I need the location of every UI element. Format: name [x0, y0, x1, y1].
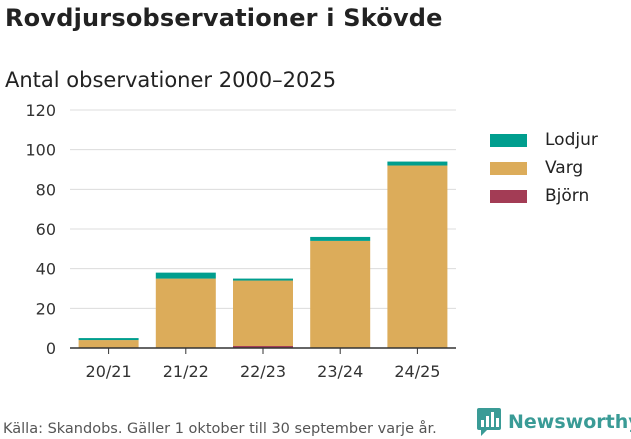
- legend-swatch-varg: [490, 161, 527, 175]
- y-tick-label: 20: [36, 299, 56, 318]
- bar-varg: [155, 278, 216, 348]
- newsworthy-logo: Newsworthy: [476, 407, 631, 437]
- y-tick-label: 80: [36, 180, 56, 199]
- chart-title: Rovdjursobservationer i Skövde: [5, 4, 443, 32]
- newsworthy-logo-text: Newsworthy: [508, 411, 631, 433]
- y-tick-label: 0: [46, 339, 56, 358]
- legend-item-varg: Varg: [490, 154, 598, 182]
- legend-label-lodjur: Lodjur: [545, 130, 598, 150]
- x-tick-label: 21/22: [163, 362, 209, 381]
- bar-lodjur: [387, 161, 448, 166]
- bar-lodjur: [155, 272, 216, 279]
- y-tick-label: 120: [25, 101, 56, 120]
- x-tick-label: 24/25: [394, 362, 440, 381]
- y-tick-label: 40: [36, 260, 56, 279]
- legend-label-bjorn: Björn: [545, 186, 590, 206]
- x-tick-label: 23/24: [317, 362, 363, 381]
- bar-lodjur: [78, 338, 139, 341]
- bar-varg: [387, 165, 448, 348]
- bar-varg: [310, 240, 371, 348]
- bar-lodjur: [233, 278, 293, 281]
- legend: Lodjur Varg Björn: [490, 126, 598, 210]
- x-tick-label: 20/21: [86, 362, 132, 381]
- legend-label-varg: Varg: [545, 158, 584, 178]
- legend-swatch-lodjur: [490, 133, 527, 147]
- source-note: Källa: Skandobs. Gäller 1 oktober till 3…: [3, 421, 437, 437]
- bar-varg: [233, 280, 293, 347]
- bar-varg: [78, 340, 139, 348]
- newsworthy-logo-icon: [477, 408, 501, 436]
- bar-lodjur: [310, 236, 371, 241]
- y-tick-label: 100: [25, 141, 56, 160]
- legend-item-bjorn: Björn: [490, 182, 598, 210]
- y-tick-label: 60: [36, 220, 56, 239]
- chart-subtitle: Antal observationer 2000–2025: [5, 68, 337, 92]
- legend-item-lodjur: Lodjur: [490, 126, 598, 154]
- x-tick-label: 22/23: [240, 362, 286, 381]
- bar-bjorn: [233, 346, 293, 348]
- legend-swatch-bjorn: [490, 189, 527, 203]
